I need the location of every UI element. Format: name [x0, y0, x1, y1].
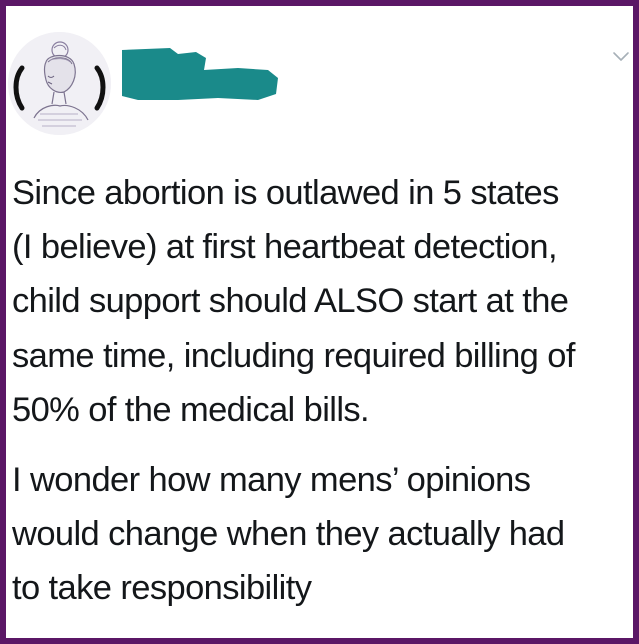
tweet-line: Since abortion is outlawed in 5 states: [12, 174, 559, 212]
chevron-down-icon[interactable]: [612, 50, 630, 64]
tweet-text: Since abortion is outlawed in 5 states (…: [12, 166, 630, 616]
author-avatar[interactable]: [8, 32, 111, 135]
tweet-paragraph: Since abortion is outlawed in 5 states (…: [12, 166, 630, 437]
tweet-line: would change when they actually had: [12, 515, 565, 554]
tweet-line: I wonder how many mens’ opinions: [12, 461, 531, 500]
tweet-line: 50% of the medical bills.: [12, 390, 370, 429]
tweet-card: Since abortion is outlawed in 5 states (…: [6, 6, 633, 638]
tweet-line: child support should ALSO start at the: [12, 282, 569, 321]
tweet-line: to take responsibility: [12, 569, 312, 608]
redacted-username: [122, 48, 278, 100]
tweet-line: same time, including required billing of: [12, 336, 575, 375]
tweet-line: (I believe) at first heartbeat detection…: [12, 228, 558, 267]
woman-sketch-avatar-icon: [8, 32, 111, 135]
tweet-paragraph: I wonder how many mens’ opinions would c…: [12, 453, 630, 616]
